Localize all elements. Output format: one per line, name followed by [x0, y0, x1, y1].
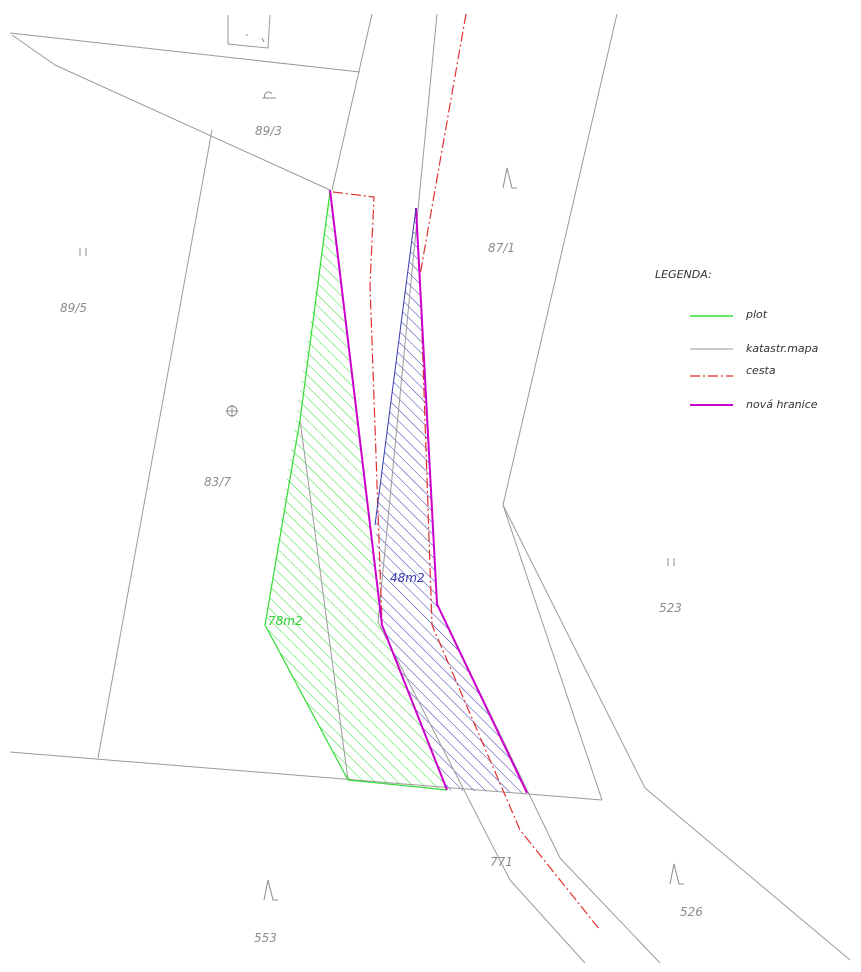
land-use-symbols: [79, 34, 684, 901]
parcel-523: 523: [659, 601, 682, 615]
legend-label-fence: plot: [745, 308, 768, 321]
area-label-green: 78m2: [268, 614, 303, 628]
meadow-symbol-icon: [502, 167, 517, 189]
parcel-83-7: 83/7: [204, 475, 231, 489]
small-symbol-icon: [246, 34, 265, 43]
fence-bottom: [347, 779, 448, 791]
arable-symbol-icon: [79, 248, 87, 256]
parcel-89-5: 89/5: [60, 301, 87, 315]
parcel-553: 553: [254, 931, 277, 945]
parcel-771: 771: [490, 855, 513, 869]
meadow-symbol-icon-3: [669, 863, 684, 885]
parcel-89-3: 89/3: [255, 124, 282, 138]
new-boundary-west: [329, 189, 448, 791]
meadow-symbol-icon-2: [263, 879, 278, 901]
blue-area-edge: [374, 207, 417, 526]
fence-line: [264, 191, 349, 781]
legend-label-cadastral: katastr.mapa: [746, 342, 819, 355]
legend-title: LEGENDA:: [655, 268, 712, 281]
arable-symbol-icon-2: [667, 558, 675, 566]
garden-symbol-icon-2: [226, 405, 238, 417]
hatched-area-blue: [375, 208, 527, 793]
legend: LEGENDA: plot katastr.mapa cesta nová hr…: [655, 268, 819, 411]
road-line-2: [419, 13, 601, 931]
new-boundary-east: [415, 207, 528, 794]
legend-label-road: cesta: [746, 364, 776, 377]
parcel-87-1: 87/1: [488, 241, 515, 255]
garden-symbol-icon: [262, 91, 276, 99]
parcel-526: 526: [680, 905, 703, 919]
area-label-blue: 48m2: [390, 571, 425, 585]
legend-label-new-boundary: nová hranice: [746, 398, 818, 411]
